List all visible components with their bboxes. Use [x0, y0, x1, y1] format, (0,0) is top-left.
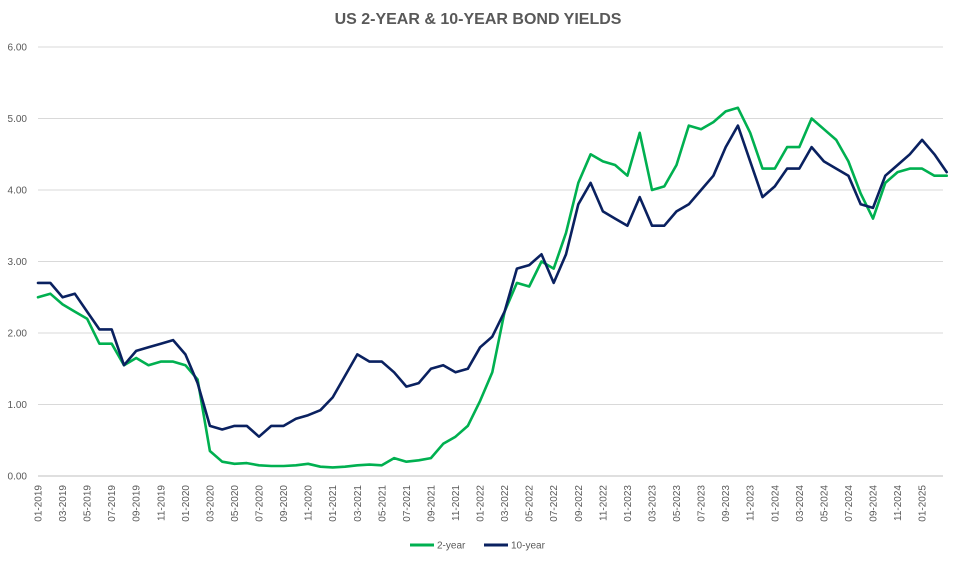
x-tick-label: 03-2020: [205, 485, 216, 522]
x-tick-label: 09-2023: [721, 485, 732, 522]
x-tick-label: 01-2019: [34, 485, 45, 522]
chart-title: US 2-YEAR & 10-YEAR BOND YIELDS: [335, 11, 622, 28]
y-tick-label: 1.00: [8, 400, 28, 411]
x-tick-label: 07-2023: [697, 485, 708, 522]
y-tick-label: 3.00: [8, 257, 28, 268]
x-tick-label: 09-2020: [279, 485, 290, 522]
x-tick-label: 11-2024: [893, 485, 904, 521]
x-tick-label: 11-2023: [746, 485, 757, 521]
x-tick-label: 07-2022: [549, 485, 560, 522]
x-tick-label: 11-2019: [156, 485, 167, 521]
x-tick-label: 09-2019: [132, 485, 143, 522]
x-tick-label: 05-2023: [672, 485, 683, 522]
y-tick-label: 5.00: [8, 114, 28, 125]
x-tick-label: 05-2019: [83, 485, 94, 522]
x-tick-label: 07-2019: [107, 485, 118, 522]
y-axis: 0.00 1.00 2.00 3.00 4.00 5.00 6.00: [8, 43, 28, 483]
legend: 2-year 10-year: [410, 541, 546, 552]
x-tick-label: 11-2020: [304, 485, 315, 521]
legend-label: 10-year: [511, 541, 546, 552]
x-tick-label: 01-2020: [181, 485, 192, 522]
y-tick-label: 6.00: [8, 43, 28, 54]
x-tick-label: 05-2024: [819, 485, 830, 522]
x-tick-label: 01-2024: [770, 485, 781, 522]
x-tick-label: 03-2019: [58, 485, 69, 522]
x-tick-label: 07-2024: [844, 485, 855, 522]
x-tick-label: 03-2021: [353, 485, 364, 522]
gridlines: [38, 46, 943, 477]
x-tick-label: 01-2022: [476, 485, 487, 522]
x-tick-label: 09-2022: [574, 485, 585, 522]
legend-label: 2-year: [437, 541, 466, 552]
x-tick-label: 09-2021: [426, 485, 437, 522]
x-tick-label: 01-2025: [918, 485, 929, 522]
x-tick-label: 11-2022: [598, 485, 609, 521]
x-tick-label: 01-2021: [328, 485, 339, 522]
x-tick-label: 07-2021: [402, 485, 413, 522]
x-tick-label: 03-2023: [647, 485, 658, 522]
x-tick-label: 03-2024: [795, 485, 806, 522]
x-tick-label: 11-2021: [451, 485, 462, 521]
x-tick-label: 09-2024: [869, 485, 880, 522]
x-tick-label: 07-2020: [255, 485, 266, 522]
y-tick-label: 2.00: [8, 329, 28, 340]
x-tick-label: 05-2022: [525, 485, 536, 522]
x-tick-label: 05-2021: [377, 485, 388, 522]
series-lines: [36, 106, 949, 469]
x-axis: 01-2019 03-2019 05-2019 07-2019 09-2019 11-20…: [34, 485, 929, 522]
x-tick-label: 05-2020: [230, 485, 241, 522]
x-tick-label: 03-2022: [500, 485, 511, 522]
y-tick-label: 0.00: [8, 472, 28, 483]
y-tick-label: 4.00: [8, 186, 28, 197]
x-tick-label: 01-2023: [623, 485, 634, 522]
